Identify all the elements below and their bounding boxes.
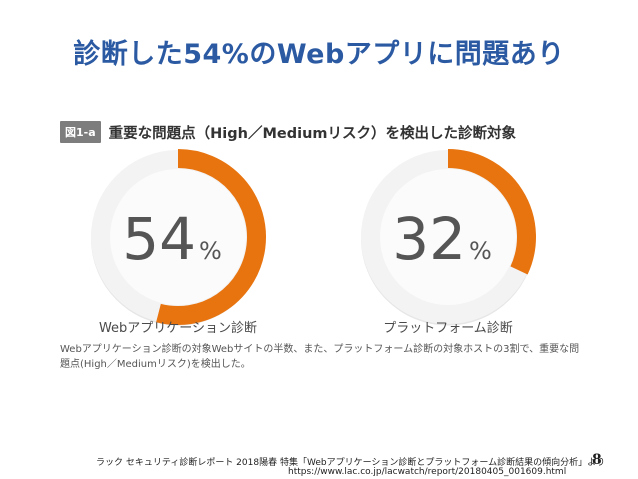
chart-label-platform: プラットフォーム診断 xyxy=(383,321,513,336)
donut-value-arc xyxy=(447,149,536,275)
chart-label-web-app: Webアプリケーション診断 xyxy=(98,321,258,336)
donut-value-label: 32% xyxy=(392,205,492,273)
source-url[interactable]: https://www.lac.co.jp/lacwatch/report/20… xyxy=(288,467,567,477)
slide-title: 診断した54%のWebアプリに問題あり xyxy=(73,39,565,70)
figure-note: Webアプリケーション診断の対象Webサイトの半数、また、プラットフォーム診断の… xyxy=(60,344,580,370)
page-number: 8 xyxy=(592,452,602,468)
donut-value-label: 54% xyxy=(122,205,222,273)
figure-header: 図1-a 重要な問題点（High／Mediumリスク）を検出した診断対象 xyxy=(60,121,516,143)
figure-badge: 図1-a xyxy=(60,121,101,143)
source-citation: ラック セキュリティ診断レポート 2018陽春 特集「Webアプリケーション診断… xyxy=(96,458,605,468)
donut-center xyxy=(380,169,516,305)
donut-center xyxy=(110,169,246,305)
donut-chart-web-app: 54% xyxy=(91,149,266,326)
donut-value-arc xyxy=(156,149,266,325)
figure-title: 重要な問題点（High／Mediumリスク）を検出した診断対象 xyxy=(108,125,517,142)
donut-chart-platform: 32% xyxy=(361,149,536,326)
